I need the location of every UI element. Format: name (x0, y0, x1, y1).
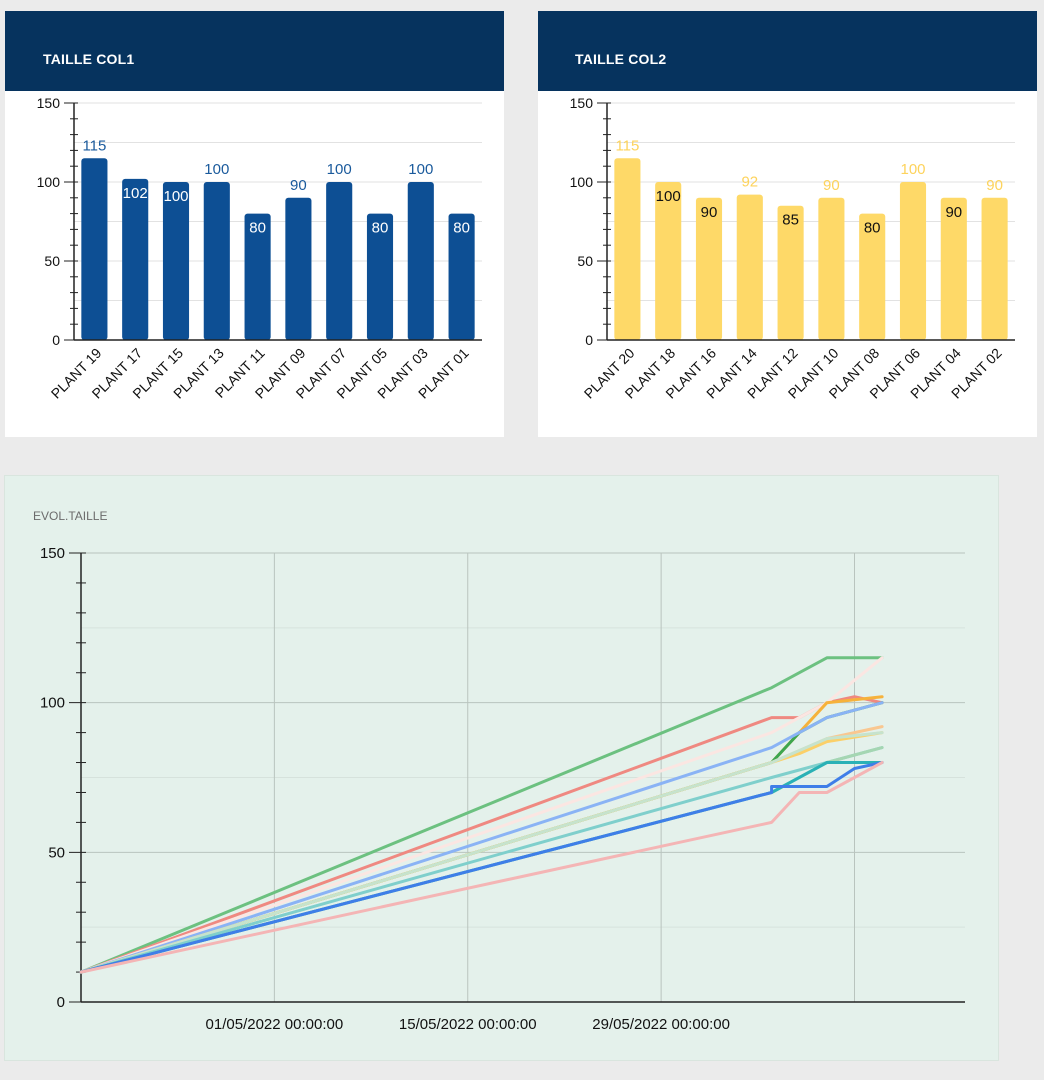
data-label: 80 (453, 220, 470, 237)
bar (981, 197, 1008, 340)
evol-taille-line-chart: 0 50 100 150 01/05/2022 00:00:00 15/05/2022 0… (40, 545, 965, 1033)
card-title: TAILLE COL1 (43, 51, 135, 67)
series-line (79, 746, 884, 974)
bar (736, 194, 763, 340)
taille-col2-card: TAILLE COL2 0 50 100 150 115 PLANT 20 100 PLANT… (538, 11, 1037, 437)
bar (407, 182, 434, 340)
y-tick-label: 50 (577, 253, 593, 269)
bar (940, 197, 967, 340)
bar (614, 158, 641, 340)
y-tick-label: 150 (570, 95, 594, 111)
y-tick-label: 100 (40, 695, 65, 712)
data-label: 100 (163, 188, 188, 205)
data-label: 100 (204, 161, 229, 178)
y-tick-label: 0 (52, 332, 60, 348)
y-tick-label: 50 (44, 253, 60, 269)
data-label: 100 (408, 161, 433, 178)
y-tick-label: 0 (57, 994, 65, 1011)
data-label: 92 (741, 174, 758, 191)
series-line (79, 656, 884, 974)
series-line (79, 701, 884, 974)
bar (244, 213, 271, 340)
data-label: 90 (945, 204, 962, 221)
data-label: 115 (615, 137, 639, 154)
series-line (79, 761, 884, 974)
chart-title: EVOL.TAILLE (33, 509, 108, 523)
series-line (79, 731, 884, 974)
data-label: 115 (82, 137, 106, 154)
data-label: 85 (782, 212, 799, 229)
x-tick-label: 15/05/2022 00:00:00 (399, 1016, 537, 1033)
bar (122, 178, 149, 340)
bar (899, 182, 927, 340)
bar (655, 182, 682, 340)
card-header: TAILLE COL2 (538, 11, 1037, 91)
series-line (79, 656, 884, 974)
data-label: 80 (249, 220, 266, 237)
bar (695, 197, 723, 340)
bar (859, 213, 886, 340)
data-label: 90 (986, 177, 1003, 194)
data-label: 80 (864, 220, 881, 237)
data-label: 100 (327, 161, 352, 178)
evol-taille-card: EVOL.TAILLE 0 50 100 150 01/05/2022 00:00:00… (5, 476, 998, 1060)
bar (203, 182, 230, 340)
card-title: TAILLE COL2 (575, 51, 667, 67)
x-tick-label: 29/05/2022 00:00:00 (592, 1016, 730, 1033)
taille-col1-card: TAILLE COL1 0 50 100 150 115 PLANT 19 102 PLANT… (5, 11, 504, 437)
data-label: 90 (823, 177, 840, 194)
data-label: 90 (701, 204, 718, 221)
y-tick-label: 0 (585, 332, 593, 348)
y-tick-label: 100 (37, 174, 61, 190)
y-tick-label: 100 (570, 174, 594, 190)
bar (366, 213, 394, 340)
bar (285, 197, 312, 340)
bar (162, 182, 190, 340)
bar (326, 182, 353, 340)
y-tick-label: 50 (48, 844, 65, 861)
card-header: TAILLE COL1 (5, 11, 504, 91)
bar (448, 213, 475, 340)
data-label: 80 (372, 220, 389, 237)
bar (777, 205, 804, 340)
data-label: 102 (123, 185, 148, 202)
bar (818, 197, 845, 340)
series-line (79, 761, 884, 974)
y-tick-label: 150 (40, 545, 65, 562)
data-label: 90 (290, 177, 307, 194)
bar (81, 158, 108, 340)
x-tick-label: 01/05/2022 00:00:00 (206, 1016, 344, 1033)
y-tick-label: 150 (37, 95, 61, 111)
data-label: 100 (900, 161, 925, 178)
data-label: 100 (656, 188, 681, 205)
